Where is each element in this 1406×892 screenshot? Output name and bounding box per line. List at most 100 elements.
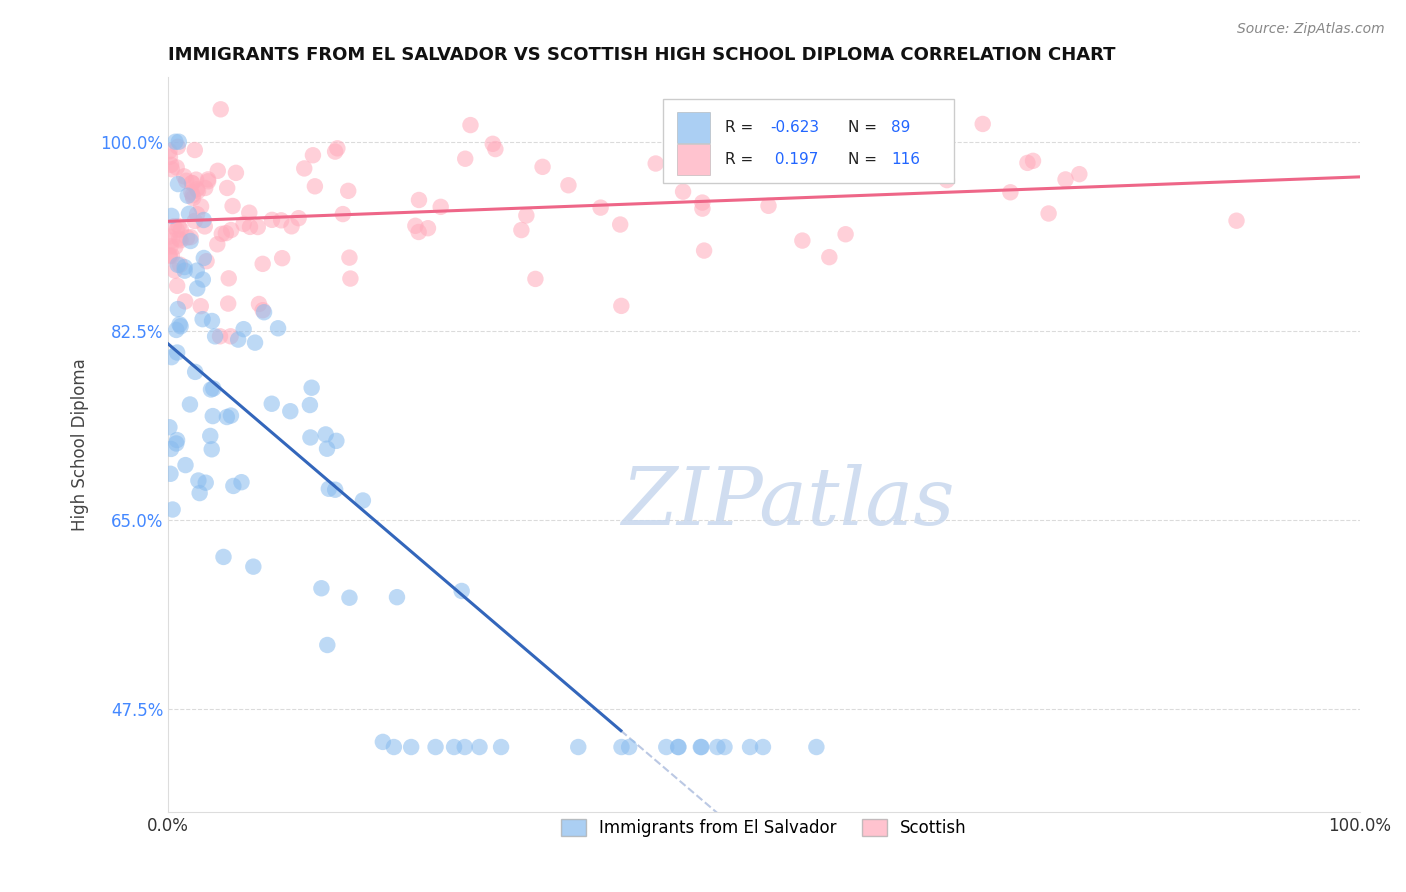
Point [160, 158, 183, 172]
Point [195, 254, 218, 268]
Point [194, 181, 217, 195]
Point [232, 322, 254, 336]
Point [217, 181, 239, 195]
Point [197, 172, 219, 186]
Text: N =: N = [848, 120, 883, 135]
Point [187, 184, 209, 198]
Point [246, 219, 269, 234]
Point [166, 258, 188, 272]
Point [218, 271, 240, 285]
Point [184, 365, 207, 379]
Point [425, 739, 447, 754]
Point [323, 483, 346, 497]
Point [818, 250, 841, 264]
Point [157, 144, 180, 158]
Point [170, 223, 193, 237]
Text: R =: R = [724, 120, 758, 135]
Point [160, 350, 183, 364]
Point [243, 335, 266, 350]
Point [758, 199, 780, 213]
Point [186, 207, 208, 221]
Point [672, 185, 695, 199]
Point [174, 458, 197, 472]
Point [1038, 206, 1060, 220]
Text: ZIPatlas: ZIPatlas [621, 465, 955, 542]
Point [169, 318, 191, 332]
Point [239, 219, 262, 234]
Point [180, 230, 202, 244]
Point [408, 225, 430, 239]
Point [157, 229, 180, 244]
Point [225, 166, 247, 180]
Point [337, 184, 360, 198]
Point [450, 584, 472, 599]
Point [219, 329, 242, 343]
Point [166, 278, 188, 293]
Point [352, 493, 374, 508]
Point [292, 161, 315, 176]
Text: -0.623: -0.623 [770, 120, 818, 135]
Point [260, 212, 283, 227]
Point [270, 213, 292, 227]
Point [165, 135, 187, 149]
Point [404, 219, 426, 233]
Point [339, 591, 361, 605]
Point [253, 305, 276, 319]
Text: R =: R = [724, 152, 758, 167]
Point [167, 135, 190, 149]
Point [416, 221, 439, 235]
Point [219, 223, 242, 237]
Point [208, 329, 231, 343]
Point [339, 271, 361, 285]
Point [316, 442, 339, 456]
Point [204, 329, 226, 343]
Point [280, 219, 302, 234]
Point [834, 227, 856, 242]
Point [668, 739, 690, 754]
Point [689, 739, 711, 754]
Point [162, 502, 184, 516]
Point [325, 434, 347, 448]
Point [299, 430, 322, 444]
Y-axis label: High School Diploma: High School Diploma [72, 358, 89, 531]
Point [190, 299, 212, 313]
Point [173, 260, 195, 274]
Point [316, 638, 339, 652]
Point [181, 188, 204, 202]
Point [738, 739, 761, 754]
Point [201, 442, 224, 457]
Point [752, 739, 775, 754]
Point [186, 281, 208, 295]
Point [188, 486, 211, 500]
Point [194, 219, 217, 234]
Point [515, 209, 537, 223]
Point [197, 174, 219, 188]
Point [160, 209, 183, 223]
Point [159, 150, 181, 164]
Point [219, 409, 242, 423]
Point [202, 382, 225, 396]
Point [385, 590, 408, 604]
Point [212, 549, 235, 564]
Point [238, 205, 260, 219]
Point [165, 323, 187, 337]
Point [567, 739, 589, 754]
Point [301, 381, 323, 395]
Point [1225, 213, 1247, 227]
Point [176, 230, 198, 244]
Point [644, 156, 666, 170]
Point [557, 178, 579, 193]
Point [489, 739, 512, 754]
Point [193, 213, 215, 227]
Point [315, 427, 337, 442]
Point [180, 185, 202, 199]
Point [166, 161, 188, 175]
Point [692, 195, 714, 210]
Point [169, 258, 191, 272]
Point [174, 294, 197, 309]
Bar [676, 144, 710, 175]
Point [1069, 167, 1091, 181]
Point [468, 739, 491, 754]
Point [159, 239, 181, 253]
Point [806, 739, 828, 754]
